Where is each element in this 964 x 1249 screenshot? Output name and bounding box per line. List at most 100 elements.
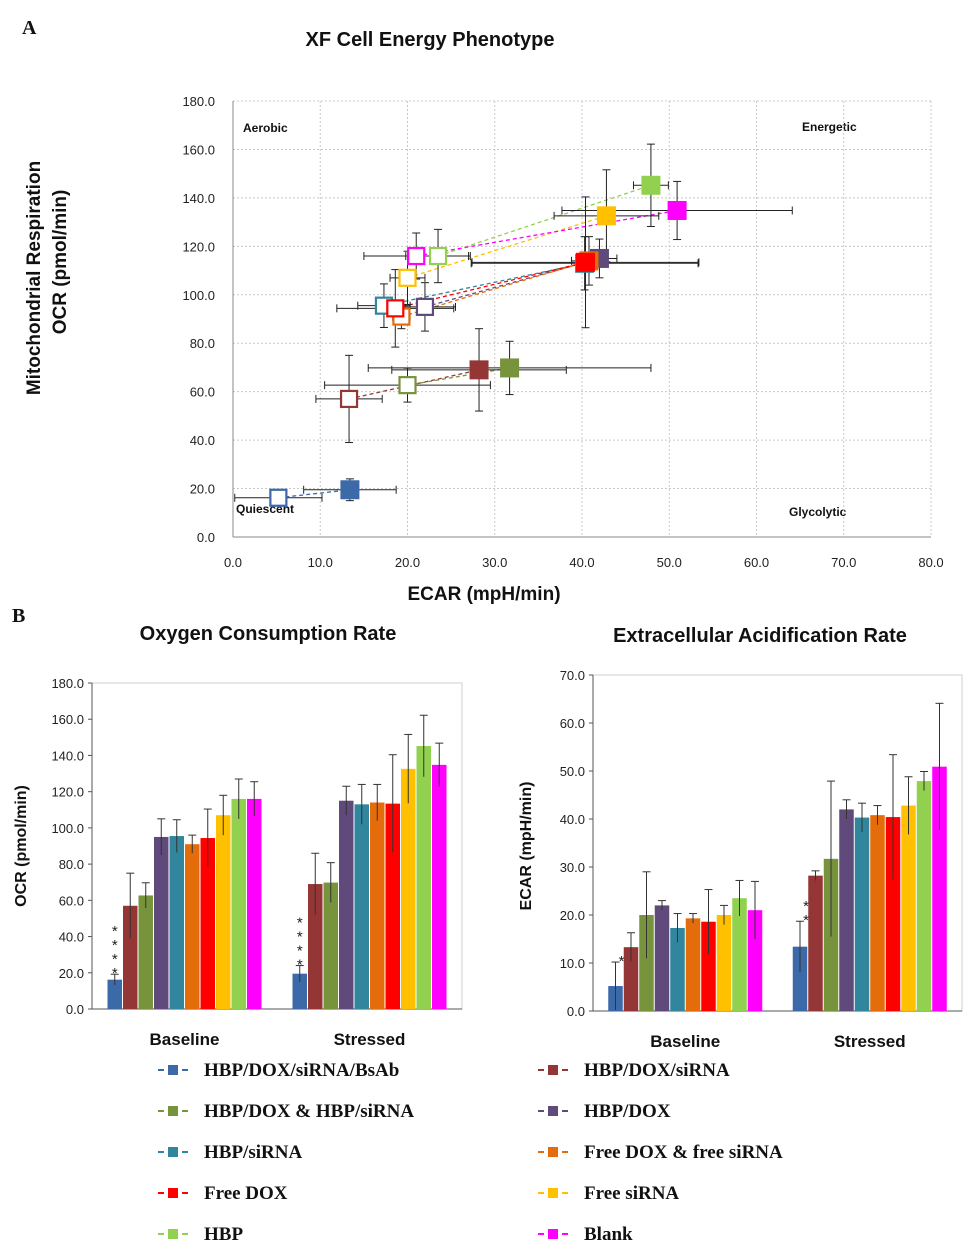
y-tick-label: 160.0: [182, 142, 215, 157]
legend-swatch: [168, 1229, 178, 1239]
legend-label: HBP/DOX/siRNA: [584, 1060, 730, 1081]
bar: [416, 746, 431, 1009]
bar: [839, 809, 854, 1011]
bar: [916, 781, 932, 1011]
stressed-point: [500, 358, 520, 378]
panel-a-ylabel-line1: Mitochondrial Respiration: [24, 161, 45, 395]
significance-star: *: [803, 898, 809, 915]
bar: [200, 838, 215, 1009]
baseline-point: [386, 299, 405, 318]
y-tick-label: 20.0: [560, 908, 585, 923]
legend-label: Blank: [584, 1224, 633, 1245]
y-tick-label: 0.0: [197, 530, 215, 545]
connector-line: [407, 367, 510, 386]
bar: [932, 766, 947, 1011]
bar: [401, 768, 416, 1009]
connector-line: [395, 261, 586, 309]
connector-line: [278, 489, 350, 499]
x-tick-label: 40.0: [569, 555, 594, 570]
significance-star: *: [619, 953, 625, 970]
bar: [339, 800, 354, 1009]
bar: [854, 817, 870, 1011]
y-tick-label: 50.0: [560, 764, 585, 779]
bar: [901, 805, 916, 1011]
bar: [138, 895, 153, 1009]
category-label: Baseline: [650, 1032, 720, 1051]
y-tick-label: 100.0: [51, 821, 84, 836]
legend-label: Free DOX: [204, 1183, 288, 1204]
x-tick-label: 60.0: [744, 555, 769, 570]
panel-a-ylabel-line2: OCR (pmol/min): [50, 190, 71, 335]
bar: [247, 798, 262, 1009]
panel-a-xlabel: ECAR (mpH/min): [407, 584, 560, 605]
y-tick-label: 20.0: [190, 482, 215, 497]
y-tick-label: 40.0: [59, 930, 84, 945]
y-tick-label: 70.0: [560, 668, 585, 683]
x-tick-label: 50.0: [657, 555, 682, 570]
legend-label: HBP/DOX/siRNA/BsAb: [204, 1060, 399, 1081]
category-label: Baseline: [150, 1030, 220, 1049]
bar: [154, 836, 169, 1009]
connector-line: [383, 262, 585, 307]
significance-star: *: [297, 957, 303, 974]
y-tick-label: 40.0: [190, 433, 215, 448]
legend-swatch: [548, 1106, 558, 1116]
baseline-point: [269, 488, 288, 507]
baseline-point: [398, 268, 417, 287]
legend-label: HBP/DOX: [584, 1101, 671, 1122]
significance-star: *: [112, 923, 118, 940]
bar: [185, 844, 200, 1009]
legend-swatch: [168, 1106, 178, 1116]
connector-line: [416, 209, 678, 257]
stressed-point: [641, 175, 661, 195]
y-tick-label: 180.0: [51, 676, 84, 691]
panel-b-letter: B: [12, 605, 25, 627]
bar: [123, 905, 138, 1009]
bar: [670, 927, 685, 1011]
panel-a-letter: A: [22, 17, 37, 39]
bar: [370, 802, 385, 1009]
ecar-title: Extracellular Acidification Rate: [613, 625, 907, 647]
y-tick-label: 0.0: [66, 1002, 84, 1017]
legend-label: HBP/siRNA: [204, 1142, 302, 1163]
y-tick-label: 10.0: [560, 956, 585, 971]
legend: HBP/DOX/siRNA/BsAb HBP/DOX/siRNA HBP/DOX &…: [158, 1060, 783, 1245]
x-tick-label: 30.0: [482, 555, 507, 570]
scatter-plot: 0.0 20.0 40.0 60.0 80.0 100.0 120.0 140.0 160.0 1…: [182, 94, 943, 570]
bar: [231, 798, 246, 1009]
significance-star: *: [112, 965, 118, 982]
connector-line: [401, 260, 590, 318]
baseline-point: [415, 297, 435, 316]
y-tick-label: 60.0: [59, 893, 84, 908]
ocr-bar-chart: 0.0 20.0 40.0 60.0 80.0 100.0 120.0 140.0 160.0 1…: [51, 676, 463, 1049]
category-label: Stressed: [334, 1030, 406, 1049]
legend-swatch: [548, 1147, 558, 1157]
x-tick-label: 80.0: [918, 555, 943, 570]
baseline-point: [428, 246, 448, 266]
legend-swatch: [548, 1188, 558, 1198]
significance-star: *: [112, 937, 118, 954]
quadrant-glycolytic: Glycolytic: [789, 505, 847, 519]
bar: [685, 918, 701, 1011]
ecar-ylabel: ECAR (mpH/min): [518, 782, 535, 911]
legend-swatch: [548, 1065, 558, 1075]
y-tick-label: 20.0: [59, 966, 84, 981]
bar: [747, 910, 763, 1011]
bar: [639, 915, 654, 1011]
category-label: Stressed: [834, 1032, 906, 1051]
y-tick-label: 140.0: [51, 748, 84, 763]
quadrant-energetic: Energetic: [802, 120, 857, 134]
y-tick-label: 180.0: [182, 94, 215, 109]
significance-star: *: [112, 951, 118, 968]
bar: [323, 882, 338, 1009]
legend-label: Free DOX & free siRNA: [584, 1142, 783, 1163]
bar: [385, 803, 400, 1009]
y-tick-label: 60.0: [560, 716, 585, 731]
legend-label: HBP/DOX & HBP/siRNA: [204, 1101, 414, 1122]
bar: [432, 764, 447, 1009]
bar: [654, 905, 670, 1011]
y-tick-label: 80.0: [59, 857, 84, 872]
significance-star: *: [297, 943, 303, 960]
legend-label: HBP: [204, 1224, 243, 1245]
